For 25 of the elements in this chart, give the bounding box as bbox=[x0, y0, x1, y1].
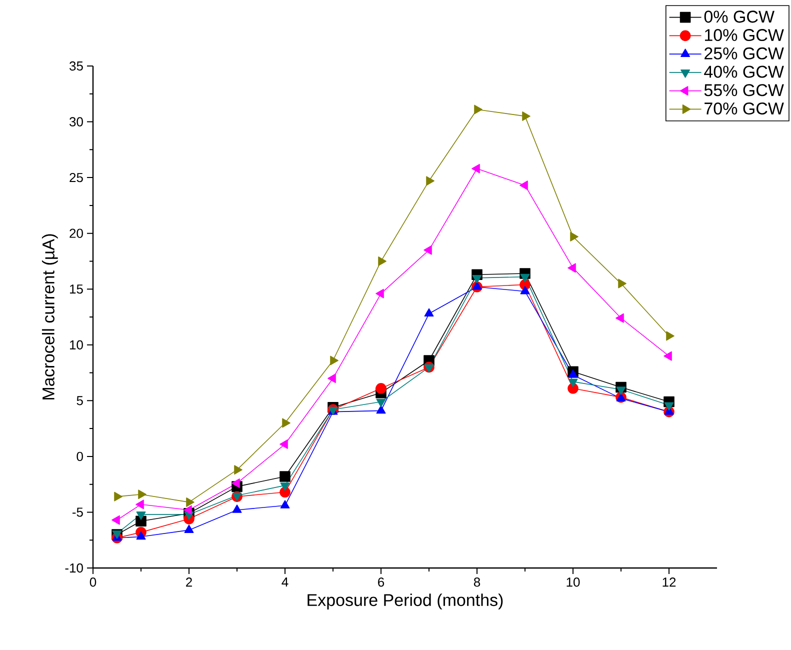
y-tick-label: 20 bbox=[70, 228, 83, 238]
y-axis-title: Macrocell current (µA) bbox=[42, 234, 58, 400]
x-tick-label: 12 bbox=[662, 578, 676, 587]
x-axis-title: Exposure Period (months) bbox=[308, 594, 503, 610]
x-tick-label: 10 bbox=[566, 578, 580, 587]
y-tick-label: 10 bbox=[70, 340, 83, 350]
y-tick-label: 35 bbox=[70, 61, 83, 71]
x-tick-label: 4 bbox=[282, 578, 288, 586]
legend-label: 10% GCW bbox=[705, 29, 784, 42]
y-tick-label: 0 bbox=[76, 452, 83, 462]
y-tick-label: -10 bbox=[65, 563, 83, 573]
legend-label: 70% GCW bbox=[704, 102, 784, 115]
y-tick-label: 25 bbox=[70, 172, 83, 182]
legend-label: 55% GCW bbox=[704, 84, 784, 96]
y-tick-label: 30 bbox=[70, 117, 83, 126]
x-tick-label: 2 bbox=[186, 578, 192, 587]
x-tick-label: 6 bbox=[378, 578, 384, 587]
y-tick-label: 5 bbox=[76, 396, 83, 406]
y-tick-label: -5 bbox=[72, 508, 83, 517]
x-tick-label: 0 bbox=[90, 578, 96, 587]
legend-label: 25% GCW bbox=[704, 47, 784, 60]
legend-label: 0% GCW bbox=[704, 10, 774, 23]
x-tick-label: 8 bbox=[474, 578, 480, 587]
y-tick-label: 15 bbox=[70, 284, 83, 294]
legend-label: 40% GCW bbox=[704, 66, 784, 78]
